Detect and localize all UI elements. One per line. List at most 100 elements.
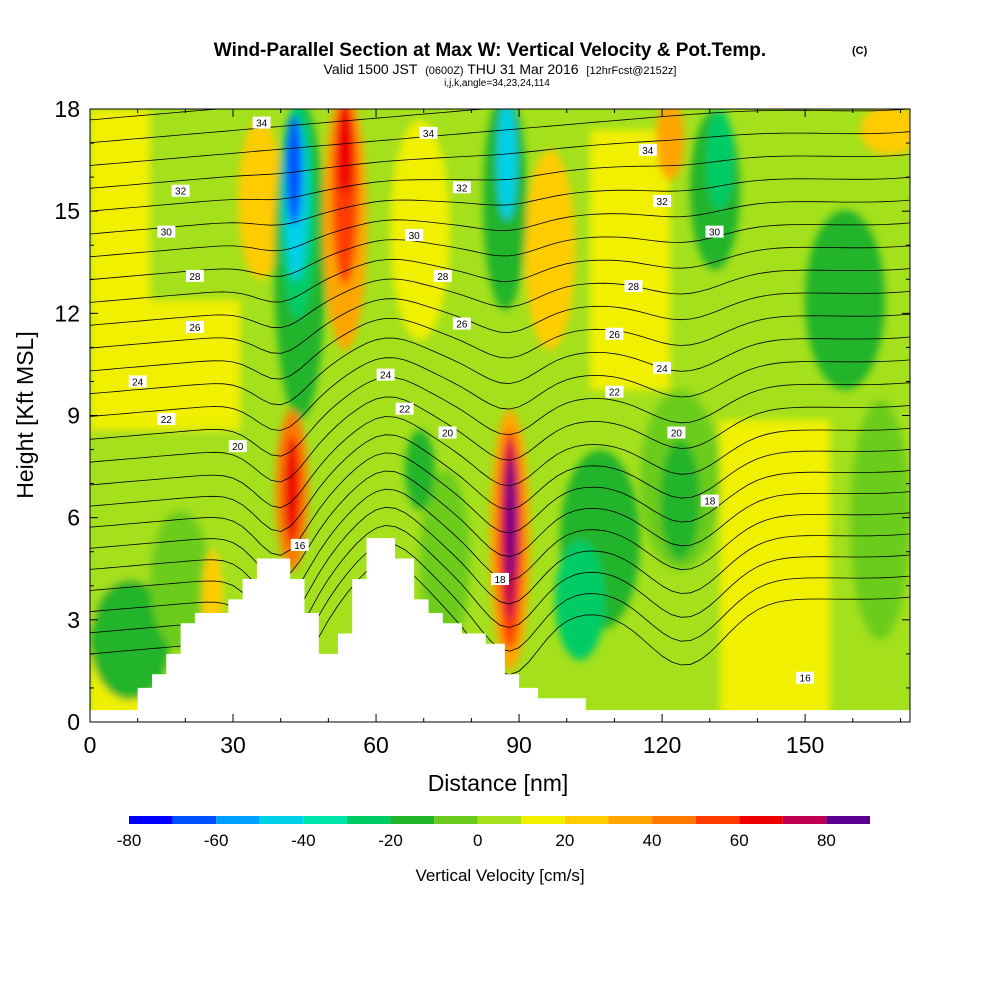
contour-label-box [605,327,624,340]
contour-label-box [638,143,657,156]
contour-label-text: 24 [132,377,144,388]
colorbar-swatch [216,816,260,824]
colorbar-tick-label: 40 [643,831,662,850]
contour-label-text: 32 [657,197,669,208]
contour-label: 34 [419,126,438,140]
contour-label-box [605,385,624,398]
isentrope-line [90,109,489,144]
colorbar-swatch [564,816,609,824]
field-zone [656,109,684,180]
isentrope-line [90,416,910,509]
contour-label-text: 32 [456,183,468,194]
field-zone [525,150,575,350]
contour-label-text: 20 [442,429,454,440]
contour-label-box [700,494,719,507]
contour-label-text: 24 [380,371,392,382]
isentrope-line [90,452,910,556]
isentrope-line [90,222,910,280]
contour-label-text: 18 [704,497,716,508]
y-axis: 0 3 6 9 12 15 18 [54,96,910,735]
contour-label: 32 [452,181,471,194]
field-zone [850,400,910,640]
contour-label-box [405,229,424,242]
plot-area: 34 34 34 32 32 32 30 30 30 28 28 28 26 26 26 24 24 24 22 22… [90,109,910,722]
copyright-mark: (C) [852,45,868,57]
contour-label-text: 22 [399,405,411,416]
field-zone [286,115,302,225]
colorbar-label: Vertical Velocity [cm/s] [415,866,584,885]
contour-label: 22 [605,385,624,399]
contour-label: 30 [705,225,724,239]
field-zone [497,109,517,220]
field-zone [555,540,605,660]
contour-label-text: 28 [437,272,449,283]
x-tick-label: 120 [643,732,681,758]
contour-label: 28 [185,269,204,283]
contour-label-text: 30 [161,228,173,239]
isentrope-line [90,336,910,406]
contour-label-text: 34 [642,146,654,157]
contour-label-box [395,402,414,415]
isentrope-line [90,313,910,380]
contour-label-box [157,412,176,425]
contour-label-box [128,375,147,388]
contour-label: 16 [796,671,815,685]
isentrope-line [90,176,910,235]
field-zone [860,109,910,155]
contour-labels: 34 34 34 32 32 32 30 30 30 28 28 28 26 26 26 24 24 24 22 22… [128,116,815,685]
x-tick-label: 90 [506,732,532,758]
field-zone [660,440,700,560]
x-tick-label: 60 [363,732,389,758]
contour-label-text: 28 [628,282,640,293]
contour-label-box [653,194,672,207]
x-tick-label: 150 [786,732,824,758]
colorbar-tick-label: 0 [473,831,482,850]
y-tick-label: 0 [67,709,80,735]
colorbar-swatch [129,816,173,824]
field-zone [507,460,515,580]
contour-label: 28 [624,280,643,293]
isentrope-line [90,434,910,532]
isentrope-line [90,268,910,329]
colorbar-swatch [477,816,522,824]
contour-label: 32 [653,194,672,208]
colorbar-swatch [608,816,653,824]
colorbar-tick-label: 60 [730,831,749,850]
colorbar-tick-label: -40 [291,831,316,850]
valid-time-line: Valid 1500 JST (0600Z) THU 31 Mar 2016 [… [324,61,677,77]
contour-label: 22 [395,402,414,416]
x-axis-label: Distance [nm] [428,770,569,796]
isentrope-line [90,470,910,580]
contour-label-box [433,269,452,282]
colorbar-swatch [303,816,347,824]
contour-label-text: 22 [161,415,173,426]
contour-label-text: 20 [671,429,683,440]
contour-label-text: 30 [709,228,721,239]
contour-label-box [452,317,471,330]
colorbar-swatch [826,816,870,824]
contour-label: 24 [653,361,672,375]
field-zone [238,120,282,280]
contour-label: 32 [171,184,190,198]
terrain [90,538,910,722]
contour-label-text: 18 [494,575,506,586]
colorbar-tick-label: 80 [817,831,836,850]
contour-label-text: 32 [175,187,187,198]
contour-label-box [452,181,471,194]
y-tick-label: 3 [67,607,80,633]
chart-title: Wind-Parallel Section at Max W: Vertical… [214,40,766,61]
isentrope-line [90,376,910,457]
colorbar: -80 -60 -40 -20 0 20 40 60 80 [117,816,870,850]
contour-label-box [796,671,815,684]
x-tick-label: 30 [220,732,246,758]
x-axis: 0 30 60 90 120 150 [84,109,901,758]
isentrope-line [90,291,910,354]
forecast-info: [12hrFcst@2152z] [586,65,676,77]
contour-label-box [171,184,190,197]
contour-label-box [228,440,247,453]
contour-label: 34 [638,143,657,157]
isentrope-line [90,131,910,189]
contour-label-box [290,538,309,551]
contour-label-text: 34 [423,129,435,140]
